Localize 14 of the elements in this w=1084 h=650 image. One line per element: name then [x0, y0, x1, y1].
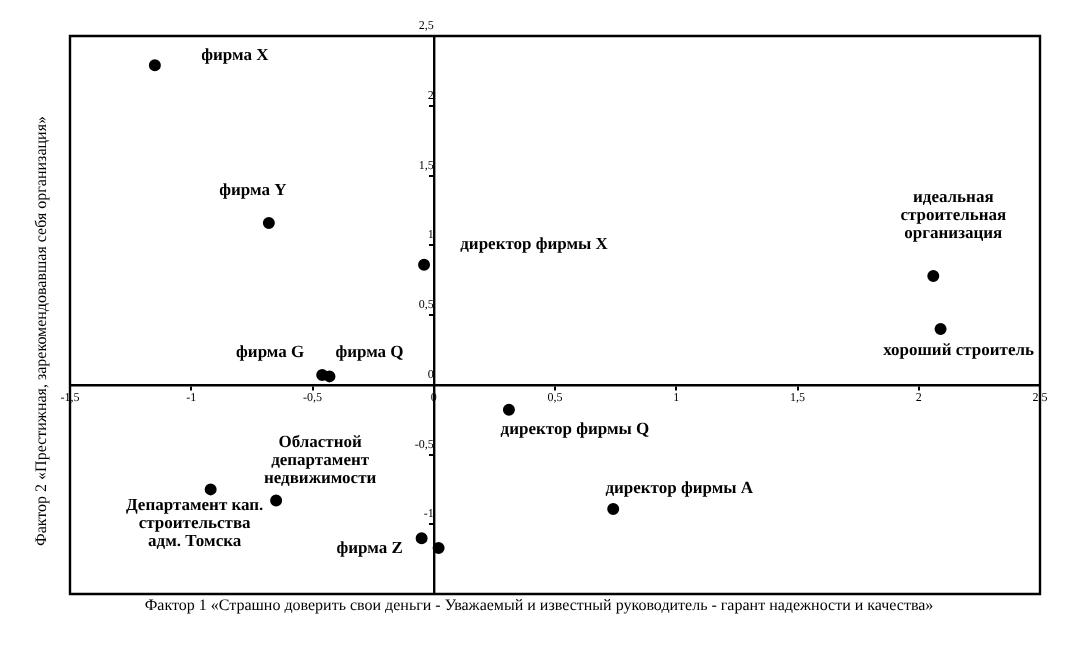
annotation: фирма Q [335, 340, 405, 361]
y-axis-title: Фактор 2 «Престижная, зарекомендовавшая себя организация» [32, 116, 51, 546]
annotation: директор фирмы X [460, 233, 610, 254]
x-axis-title: Фактор 1 «Страшно доверить свои деньги - Уважаемый и известный руководитель - гарант надежности и качества» [144, 596, 934, 615]
annotation: директор фирмы A [605, 477, 755, 498]
annotation: идеальная строительная организация [900, 186, 1007, 243]
annotation: Областной департамент недвижимости [263, 430, 377, 487]
annotation: директор фирмы Q [500, 418, 650, 439]
annotation: фирма G [236, 341, 306, 362]
annotation: Департамент кап. строительства адм. Томска [125, 493, 264, 550]
annotation: фирма X [201, 43, 271, 64]
annotation: хороший строитель [883, 339, 1035, 360]
annotation: фирма Z [336, 536, 404, 557]
annotation: фирма Y [219, 179, 287, 200]
